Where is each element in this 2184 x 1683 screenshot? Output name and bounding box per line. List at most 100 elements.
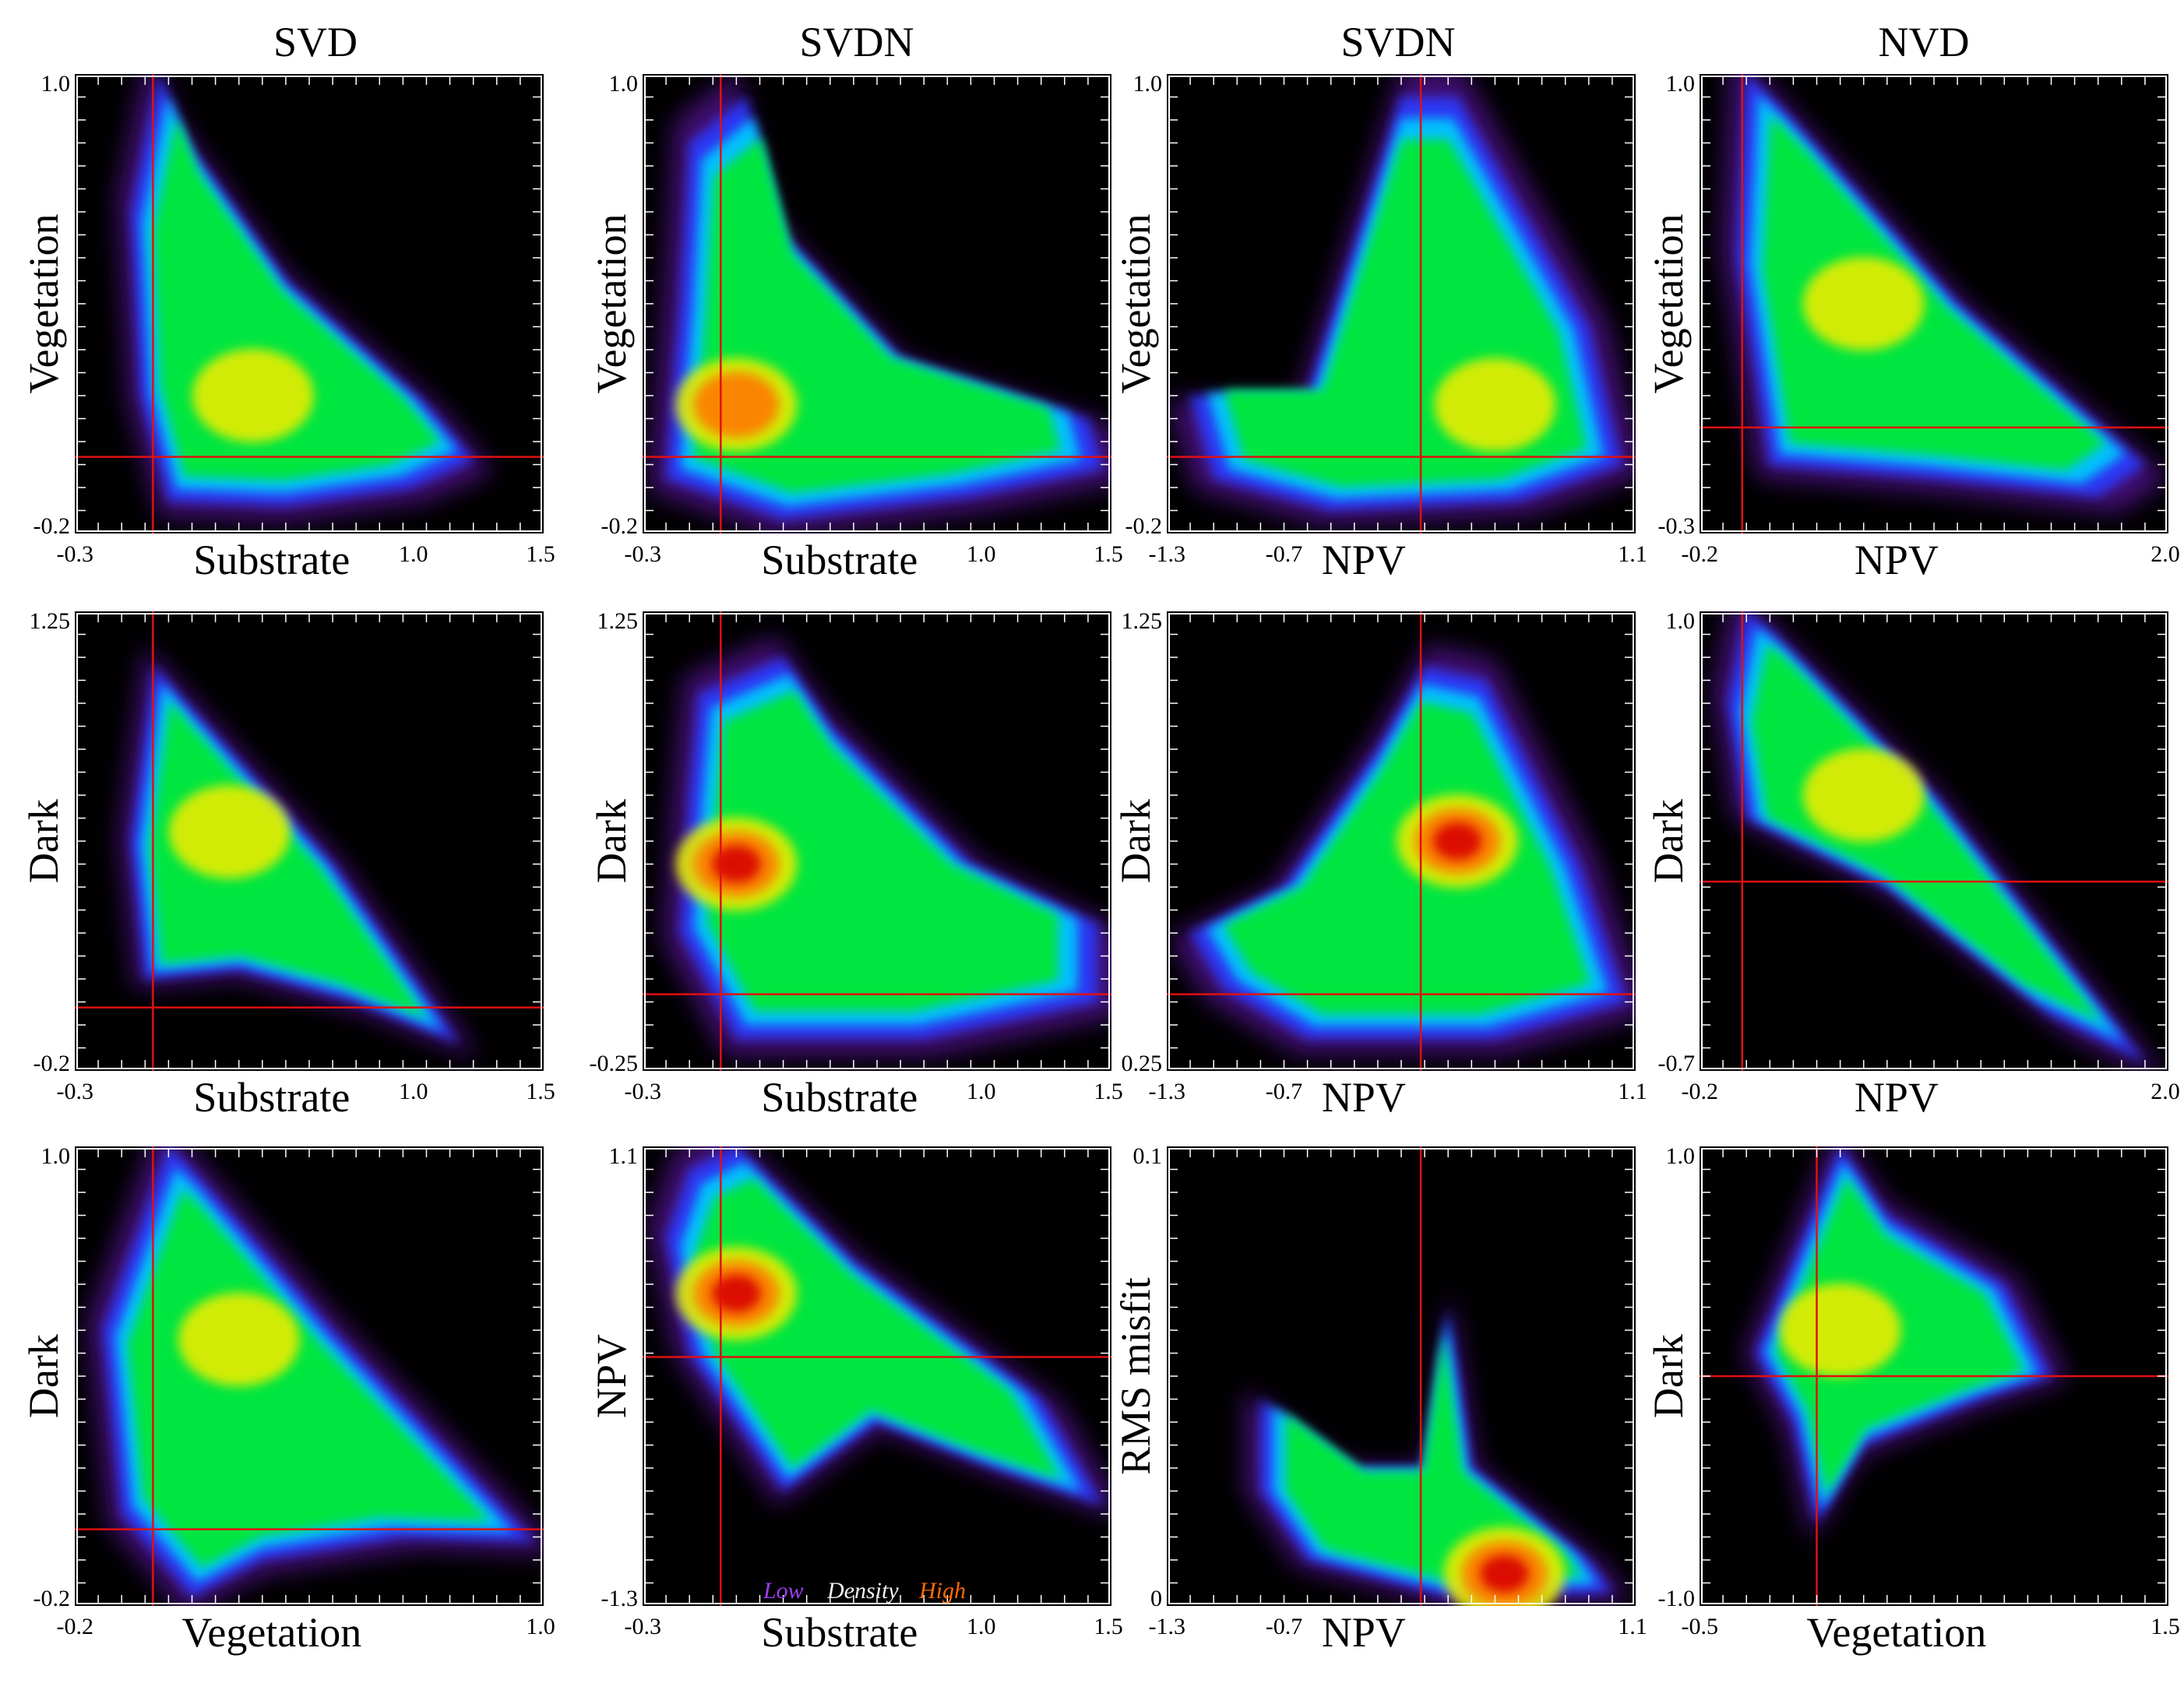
x-tick-label: 1.5 [526, 541, 555, 567]
density-layer-4 [150, 701, 426, 1018]
panel-1: -0.3 1.0 1.5 1.0 -0.2 Substrate Vegetation [20, 71, 555, 583]
y-tick-label-top: 1.25 [30, 608, 71, 634]
y-axis-label: RMS misfit [1112, 1277, 1159, 1475]
x-tick-label: 1.0 [967, 1614, 996, 1639]
y-tick-label-top: 1.0 [1666, 1143, 1696, 1169]
x-tick-label: 2.0 [2151, 541, 2180, 567]
column-title-1: SVD [273, 19, 358, 65]
density-hotspot [1434, 357, 1556, 452]
x-tick-label: 1.0 [967, 541, 996, 567]
x-axis-label: Vegetation [181, 1609, 361, 1656]
density-hotspot [192, 349, 314, 442]
y-tick-label-bottom: -0.25 [590, 1051, 639, 1076]
x-axis-label: NPV [1322, 1074, 1406, 1121]
y-tick-label-bottom: -0.3 [1658, 513, 1696, 539]
x-tick-label: -1.3 [1149, 1614, 1186, 1639]
density-legend: Low Density High [763, 1578, 966, 1604]
y-axis-label: NPV [588, 1334, 635, 1418]
x-tick-label: 1.1 [1618, 1614, 1647, 1639]
x-axis-label: Substrate [193, 537, 350, 583]
y-axis-label: Vegetation [20, 214, 67, 394]
y-tick-label-bottom: -1.0 [1658, 1586, 1696, 1611]
density-layer-4 [1285, 1336, 1581, 1580]
x-tick-label: 1.0 [399, 1079, 428, 1104]
x-axis-label: Substrate [193, 1074, 350, 1121]
y-axis-label: Vegetation [1645, 214, 1692, 394]
density-layer-4 [694, 1178, 1061, 1480]
x-tick-label: -0.3 [625, 1079, 662, 1104]
x-tick-label: 1.0 [967, 1079, 996, 1104]
panel-5: -0.3 1.0 1.5 1.25 -0.2 Substrate Dark [20, 608, 555, 1121]
x-tick-label: -0.7 [1266, 1614, 1303, 1639]
legend-high: High [918, 1578, 966, 1604]
x-tick-label: 1.1 [1618, 1079, 1647, 1104]
panel-9: -0.2 1.0 1.0 -0.2 Vegetation Dark [20, 1143, 555, 1656]
panel-6: -0.3 1.0 1.5 1.25 -0.25 Substrate Dark [588, 608, 1123, 1121]
density-hotspot [1779, 1283, 1901, 1377]
x-tick-label: -0.3 [625, 1614, 662, 1639]
y-axis-label: Dark [1645, 799, 1692, 883]
y-tick-label-bottom: -0.7 [1658, 1051, 1696, 1076]
x-axis-label: NPV [1322, 537, 1406, 583]
x-tick-label: 1.5 [526, 1079, 555, 1104]
x-tick-label: 1.5 [1094, 1614, 1123, 1639]
x-axis-label: Substrate [761, 1609, 918, 1656]
density-layer-4 [127, 1189, 490, 1568]
panel-8: -0.2 2.0 1.0 -0.7 NPV Dark [1645, 608, 2180, 1121]
panel-2: -0.3 1.0 1.5 1.0 -0.2 Substrate Vegetation [588, 71, 1123, 583]
y-tick-label-top: 1.1 [609, 1143, 639, 1169]
density-hotspot [693, 371, 780, 438]
x-tick-label: -0.2 [57, 1614, 94, 1639]
x-tick-label: 1.0 [526, 1614, 555, 1639]
x-tick-label: 1.5 [1094, 1079, 1123, 1104]
x-axis-label: NPV [1855, 537, 1939, 583]
y-axis-label: Dark [588, 799, 635, 883]
density-hotspot [712, 845, 761, 883]
y-tick-label-top: 1.0 [1666, 608, 1696, 634]
density-hotspot [1802, 257, 1925, 350]
x-axis-label: NPV [1322, 1609, 1406, 1656]
density-hotspot [1802, 748, 1925, 842]
y-tick-label-top: 1.0 [1133, 71, 1163, 97]
y-tick-label-top: 1.0 [41, 1143, 71, 1169]
y-axis-label: Dark [1645, 1334, 1692, 1418]
y-tick-label-bottom: -0.2 [33, 1051, 71, 1076]
panel-4: -0.2 2.0 1.0 -0.3 NPV Vegetation [1645, 71, 2180, 583]
x-tick-label: -0.7 [1266, 1079, 1303, 1104]
x-axis-label: Vegetation [1806, 1609, 1986, 1656]
density-hotspot [1480, 1554, 1529, 1593]
panel-11: -1.3 -0.7 1.1 0.1 0 NPV RMS misfit [1112, 1143, 1647, 1656]
y-tick-label-top: 1.25 [597, 608, 639, 634]
x-tick-label: -0.2 [1682, 541, 1719, 567]
x-tick-label: -0.3 [625, 541, 662, 567]
density-layer-4 [1762, 114, 2105, 470]
x-axis-label: NPV [1855, 1074, 1939, 1121]
panel-10: -0.3 1.0 1.5 1.1 -1.3 Substrate NPV [588, 1143, 1123, 1656]
density-hotspot [712, 1274, 761, 1312]
x-tick-label: -0.3 [57, 541, 94, 567]
x-axis-label: Substrate [761, 1074, 918, 1121]
x-tick-label: 1.0 [399, 541, 428, 567]
density-hotspot [1433, 822, 1482, 860]
column-title-3: SVDN [1340, 19, 1455, 65]
y-tick-label-top: 1.0 [1666, 71, 1696, 97]
y-tick-label-bottom: -0.2 [33, 513, 71, 539]
y-axis-label: Dark [1112, 799, 1159, 883]
x-tick-label: -1.3 [1149, 541, 1186, 567]
y-tick-label-top: 1.25 [1122, 608, 1163, 634]
x-tick-label: 1.5 [2151, 1614, 2180, 1639]
y-tick-label-bottom: -0.2 [1125, 513, 1163, 539]
x-tick-label: -0.3 [57, 1079, 94, 1104]
density-layer-4 [1751, 644, 2102, 1023]
panel-grid: -0.3 1.0 1.5 1.0 -0.2 Substrate Vegetation -0.3… [20, 71, 2180, 1656]
x-tick-label: -0.5 [1682, 1614, 1719, 1639]
x-tick-label: 1.5 [1094, 541, 1123, 567]
y-tick-label-bottom: 0.25 [1122, 1051, 1163, 1076]
column-title-2: SVDN [799, 19, 914, 65]
density-layer-4 [707, 691, 1059, 1012]
column-title-4: NVD [1879, 19, 1970, 65]
x-axis-label: Substrate [761, 537, 918, 583]
y-tick-label-bottom: -0.2 [601, 513, 639, 539]
y-tick-label-top: 0.1 [1133, 1143, 1163, 1169]
